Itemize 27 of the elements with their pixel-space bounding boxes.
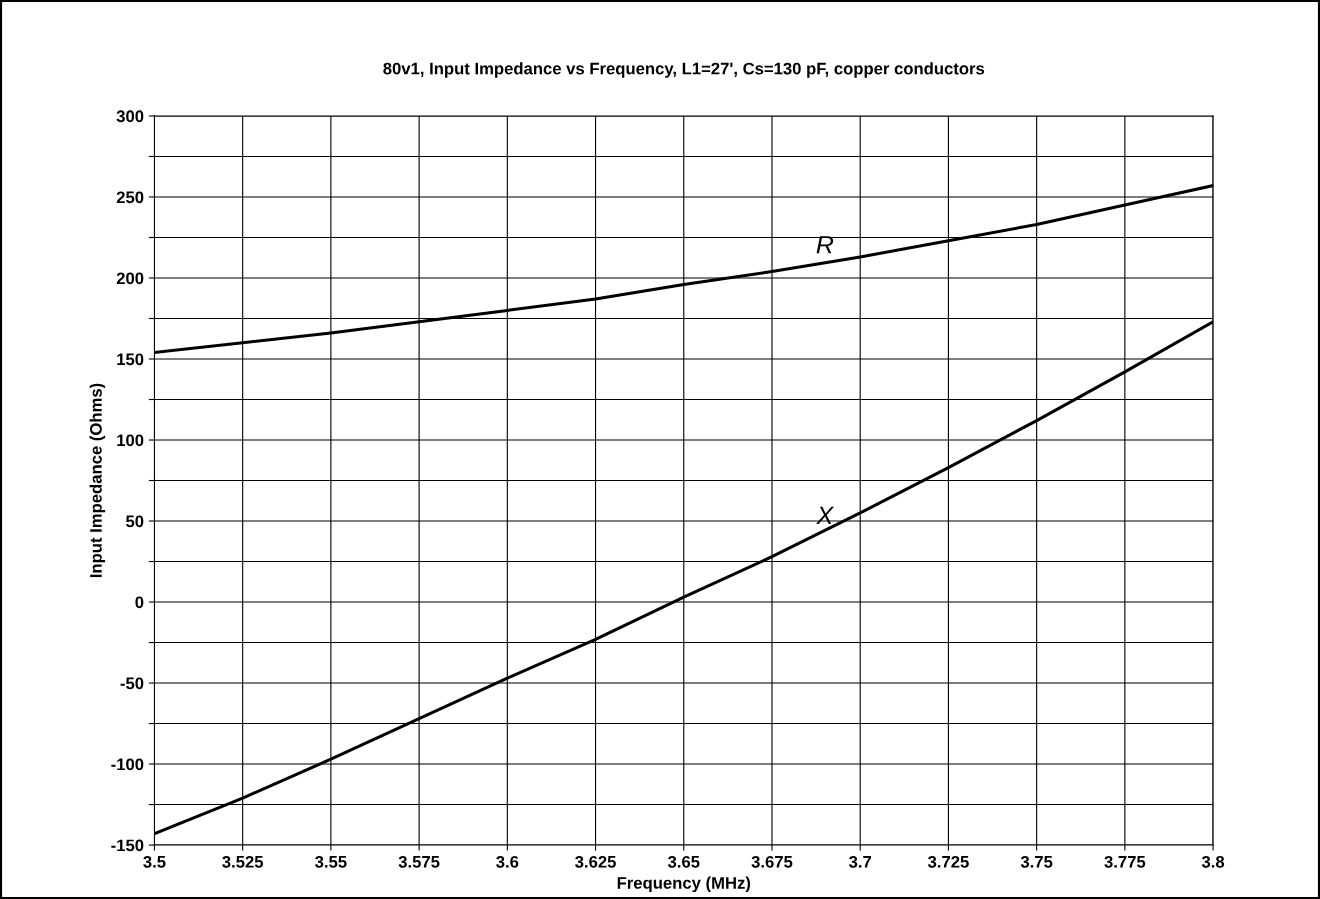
x-axis-title: Frequency (MHz) — [617, 876, 751, 893]
y-axis-title: Input Impedance (Ohms) — [89, 383, 106, 578]
y-tick-label: 0 — [135, 596, 144, 609]
x-tick-label: 3.5 — [143, 855, 166, 868]
y-tick-label: -50 — [120, 677, 144, 690]
y-tick-label: 100 — [117, 434, 144, 447]
y-tick-label: -100 — [111, 758, 144, 771]
x-tick-label: 3.6 — [496, 855, 519, 868]
x-tick-label: 3.775 — [1104, 855, 1146, 868]
x-tick-label: 3.725 — [927, 855, 969, 868]
y-tick-label: 50 — [126, 515, 144, 528]
x-tick-label: 3.7 — [849, 855, 872, 868]
annotation: X — [816, 506, 835, 524]
y-tick-label: 250 — [116, 191, 144, 204]
y-tick-label: 150 — [117, 353, 144, 366]
x-tick-label: 3.55 — [315, 855, 347, 868]
x-tick-label: 3.75 — [1020, 855, 1053, 868]
chart-title: 80v1, Input Impedance vs Frequency, L1=27', Cs=130 pF, copper conductors — [383, 62, 985, 78]
x-tick-label: 3.8 — [1201, 855, 1225, 868]
x-tick-label: 3.625 — [575, 855, 616, 868]
x-tick-label: 3.525 — [222, 855, 264, 868]
x-tick-label: 3.575 — [398, 855, 440, 868]
y-tick-label: 200 — [116, 272, 144, 285]
y-tick-label: -150 — [111, 839, 144, 852]
x-tick-label: 3.65 — [667, 855, 700, 868]
x-tick-label: 3.675 — [751, 855, 793, 868]
y-tick-label: 300 — [116, 110, 144, 123]
